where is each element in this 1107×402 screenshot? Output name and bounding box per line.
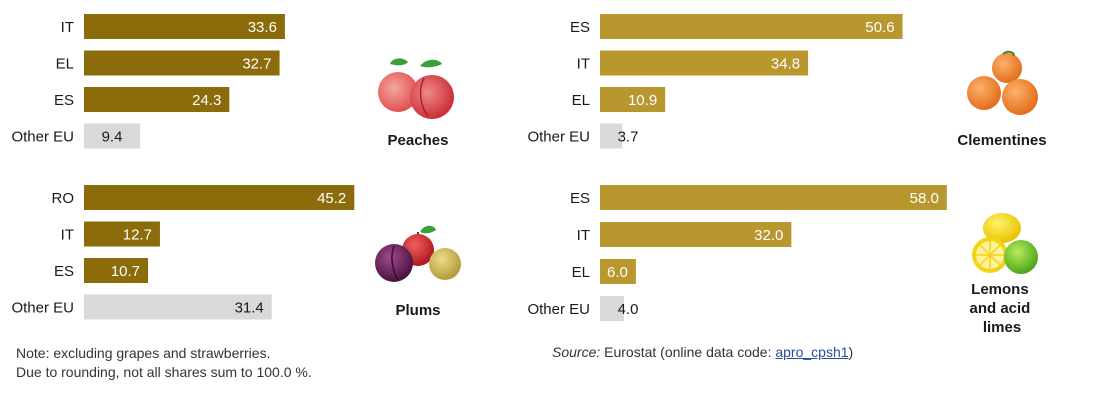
bar-plums-0 <box>84 185 355 210</box>
category-label-peaches-1: EL <box>56 56 74 73</box>
fruit-label-lemons-line1: Lemons <box>971 281 1029 298</box>
panel-peaches: IT 33.6 EL 32.7 ES 24.3 Other EU 9.4 Peaches <box>11 14 454 149</box>
category-label-plums-1: IT <box>61 227 74 244</box>
fruit-label-lemons-line3: limes <box>983 319 1021 336</box>
bar-clementines-3 <box>600 123 623 149</box>
fruit-label-plums: Plums <box>395 302 440 319</box>
footnote-line-1: Note: excluding grapes and strawberries. <box>16 345 271 361</box>
bars-peaches: IT 33.6 EL 32.7 ES 24.3 Other EU 9.4 <box>11 14 285 149</box>
value-label-plums-2: 10.7 <box>111 263 140 280</box>
bar-plums-3 <box>84 294 272 320</box>
category-label-peaches-2: ES <box>54 92 74 109</box>
bar-plums-1 <box>84 221 160 247</box>
source-label: Source: <box>552 344 601 360</box>
fruit-label-lemons: Lemons and acid limes <box>969 281 1034 336</box>
bar-clementines-2 <box>600 87 666 112</box>
bar-lemons-0 <box>600 185 947 210</box>
panel-lemons: ES 58.0 IT 32.0 EL 6.0 Other EU 4.0 Lemons and … <box>527 185 1038 336</box>
category-label-lemons-3: Other EU <box>527 301 590 318</box>
value-label-peaches-2: 24.3 <box>192 92 221 109</box>
value-label-clementines-3: 3.7 <box>618 129 639 146</box>
source-note: Source: Eurostat (online data code: apro… <box>552 344 853 360</box>
peach-icon <box>378 58 454 119</box>
category-label-peaches-3: Other EU <box>11 129 74 146</box>
bar-clementines-0 <box>600 14 903 39</box>
category-label-peaches-0: IT <box>61 19 74 36</box>
clementine-icon <box>967 50 1038 115</box>
category-label-clementines-0: ES <box>570 19 590 36</box>
bar-clementines-1 <box>600 50 809 76</box>
category-label-plums-3: Other EU <box>11 300 74 317</box>
category-label-lemons-1: IT <box>577 227 590 244</box>
value-label-plums-3: 31.4 <box>235 300 264 317</box>
plum-icon <box>375 225 461 282</box>
bars-clementines: ES 50.6 IT 34.8 EL 10.9 Other EU 3.7 <box>527 14 903 149</box>
panel-plums: RO 45.2 IT 12.7 ES 10.7 Other EU 31.4 Plums <box>11 185 461 320</box>
value-label-lemons-0: 58.0 <box>910 190 939 207</box>
category-label-clementines-3: Other EU <box>527 129 590 146</box>
fruit-label-lemons-line2: and acid <box>969 300 1030 317</box>
bar-lemons-2 <box>600 259 636 284</box>
source-text: Eurostat (online data code: <box>600 344 776 360</box>
bar-plums-2 <box>84 258 148 283</box>
value-label-peaches-3: 9.4 <box>102 129 123 146</box>
bar-peaches-3 <box>84 123 141 149</box>
source-code-link[interactable]: apro_cpsh1 <box>775 344 849 360</box>
bar-peaches-2 <box>84 87 230 112</box>
value-label-lemons-2: 6.0 <box>607 264 628 281</box>
bar-peaches-0 <box>84 14 285 39</box>
value-label-peaches-0: 33.6 <box>248 19 277 36</box>
bars-plums: RO 45.2 IT 12.7 ES 10.7 Other EU 31.4 <box>11 185 355 320</box>
value-label-plums-0: 45.2 <box>317 190 346 207</box>
fruit-label-clementines: Clementines <box>957 132 1046 149</box>
category-label-clementines-1: IT <box>577 56 590 73</box>
value-label-lemons-1: 32.0 <box>754 227 783 244</box>
source-close: ) <box>848 344 854 360</box>
lemon-lime-icon <box>972 213 1038 274</box>
category-label-lemons-2: EL <box>572 264 590 281</box>
footnote: Note: excluding grapes and strawberries.… <box>16 344 312 382</box>
bars-lemons: ES 58.0 IT 32.0 EL 6.0 Other EU 4.0 <box>527 185 947 321</box>
category-label-plums-2: ES <box>54 263 74 280</box>
value-label-peaches-1: 32.7 <box>242 56 271 73</box>
bar-peaches-1 <box>84 50 280 76</box>
category-label-lemons-0: ES <box>570 190 590 207</box>
bar-lemons-1 <box>600 222 792 247</box>
bar-lemons-3 <box>600 296 624 321</box>
value-label-clementines-2: 10.9 <box>628 92 657 109</box>
category-label-clementines-2: EL <box>572 92 590 109</box>
panel-clementines: ES 50.6 IT 34.8 EL 10.9 Other EU 3.7 Clementine… <box>527 14 1047 149</box>
fruit-label-peaches: Peaches <box>388 132 449 149</box>
category-label-plums-0: RO <box>52 190 75 207</box>
value-label-plums-1: 12.7 <box>123 227 152 244</box>
footnote-line-2: Due to rounding, not all shares sum to 1… <box>16 364 312 380</box>
value-label-clementines-0: 50.6 <box>865 19 894 36</box>
value-label-clementines-1: 34.8 <box>771 56 800 73</box>
value-label-lemons-3: 4.0 <box>618 301 639 318</box>
